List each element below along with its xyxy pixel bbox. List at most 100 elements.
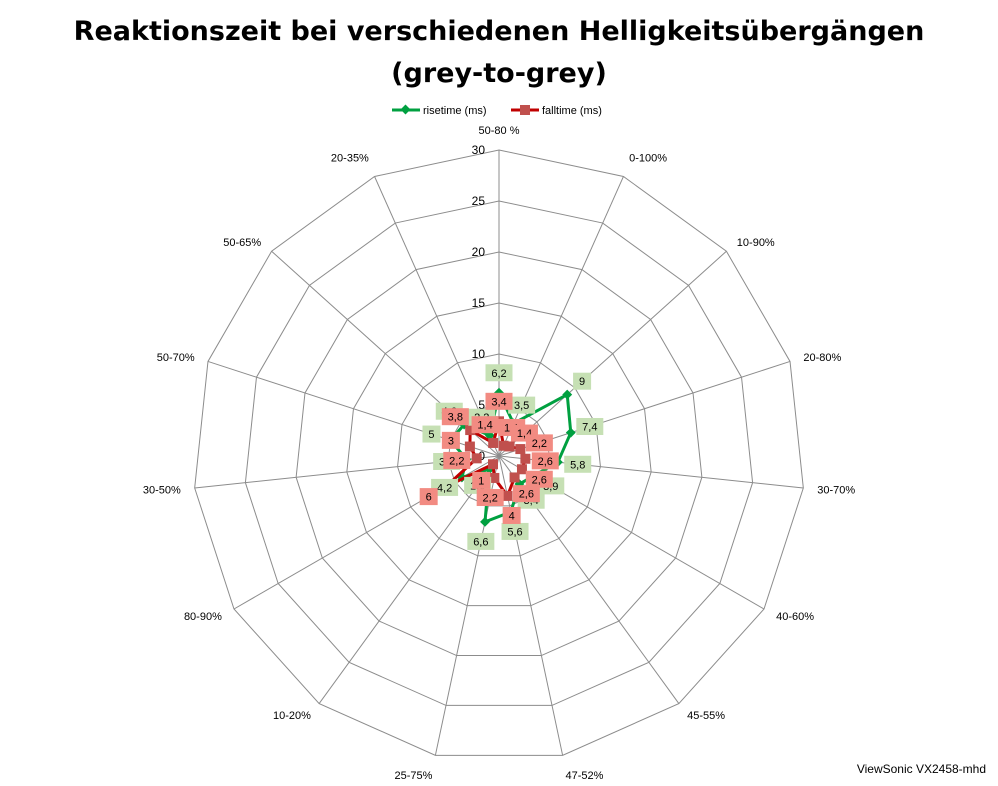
falltime-data-label: 3,8 (441, 408, 469, 426)
data-label-text: 3,8 (448, 412, 463, 424)
radial-tick-labels: 0 5 10 15 20 25 30 (472, 143, 486, 463)
data-label-bg (472, 471, 491, 489)
category-label: 20-35% (331, 153, 369, 165)
category-label: 40-60% (776, 611, 814, 623)
legend-entry-risetime: risetime (ms) (392, 104, 487, 117)
data-label-bg (471, 416, 499, 434)
falltime-data-label: 3,4 (485, 392, 513, 410)
data-label-text: 2,2 (449, 455, 464, 467)
falltime-data-label: 6 (419, 488, 438, 506)
radar-grid (194, 149, 804, 756)
grid-spoke-2 (498, 250, 727, 457)
grid-ring-1 (397, 353, 601, 557)
data-label-text: 4 (509, 510, 515, 522)
radial-tick-label: 0 (478, 449, 485, 463)
legend-entry-falltime: falltime (ms) (511, 105, 602, 117)
data-label-bg (525, 434, 553, 452)
risetime-point (565, 427, 576, 438)
data-label-text: 1 (478, 475, 484, 487)
falltime-point (516, 464, 527, 475)
falltime-data-label: 3 (441, 431, 460, 449)
radial-tick-label: 25 (472, 194, 486, 208)
data-label-text: 6,6 (473, 536, 488, 548)
data-label-bg (502, 506, 521, 524)
data-label-bg (419, 488, 438, 506)
data-label-text: 7,4 (582, 421, 597, 433)
data-label-bg (525, 470, 553, 488)
data-label-text: 9 (579, 376, 585, 388)
falltime-point (515, 444, 526, 455)
category-label: 30-70% (817, 484, 855, 496)
data-label-bg (512, 485, 540, 503)
data-label-bg (573, 372, 592, 390)
falltime-point (509, 472, 520, 483)
data-labels: 6,23,597,45,83,93,45,66,61,64,23,254,62,… (419, 364, 604, 550)
data-label-bg (564, 455, 592, 473)
category-label: 50-80 % (479, 125, 520, 137)
category-label: 0-100% (629, 153, 667, 165)
legend: risetime (ms) falltime (ms) (392, 104, 602, 117)
data-label-bg (485, 392, 513, 410)
risetime-data-label: 5,6 (501, 522, 529, 540)
legend-falltime-marker (520, 105, 530, 115)
grid-spoke-9 (318, 455, 500, 704)
falltime-data-label: 1 (472, 471, 491, 489)
legend-falltime-label: falltime (ms) (542, 105, 602, 117)
risetime-data-label: 5 (422, 425, 441, 443)
category-label: 10-20% (273, 710, 311, 722)
risetime-data-label: 7,4 (576, 417, 604, 435)
data-label-text: 6 (426, 492, 432, 504)
data-label-text: 5,6 (507, 526, 522, 538)
data-label-text: 1,4 (477, 420, 492, 432)
legend-risetime-label: risetime (ms) (423, 105, 487, 117)
data-label-text: 5,8 (570, 459, 585, 471)
falltime-point (504, 441, 515, 452)
category-label: 80-90% (184, 611, 222, 623)
falltime-point (520, 453, 531, 464)
risetime-point (480, 516, 490, 527)
data-label-bg (485, 364, 513, 382)
category-label: 45-55% (687, 710, 725, 722)
data-label-bg (441, 408, 469, 426)
falltime-point (488, 437, 499, 448)
data-label-text: 5 (428, 429, 434, 441)
chart-title-line1: Reaktionszeit bei verschiedenen Helligke… (74, 16, 925, 47)
data-label-bg (576, 417, 604, 435)
data-label-bg (476, 489, 504, 507)
data-label-bg (431, 478, 459, 496)
risetime-point (562, 389, 573, 400)
risetime-data-label: 6,6 (467, 532, 495, 550)
series-line-1 (444, 419, 527, 498)
data-label-bg (508, 396, 536, 414)
data-label-text: 6,2 (491, 368, 506, 380)
data-label-text: 2,2 (483, 493, 498, 505)
risetime-data-label: 9 (573, 372, 592, 390)
falltime-point (464, 441, 475, 452)
data-label-text: 3,5 (514, 400, 529, 412)
data-label-bg (467, 532, 495, 550)
falltime-point (502, 490, 513, 501)
category-label: 50-65% (223, 237, 261, 249)
risetime-data-label: 5,8 (564, 455, 592, 473)
data-label-text: 4,2 (437, 482, 452, 494)
category-label: 25-75% (395, 770, 433, 782)
category-labels: 50-80 % 0-100% 10-90% 20-80% 30-70% 40-60% 45-… (143, 125, 856, 782)
legend-risetime-marker (400, 104, 411, 115)
grid-ring-3 (295, 251, 703, 657)
falltime-point (498, 440, 509, 451)
risetime-data-label: 3,5 (508, 396, 536, 414)
chart-title-line2: (grey-to-grey) (391, 58, 607, 89)
category-label: 50-70% (157, 352, 195, 364)
data-label-text: 3 (448, 435, 454, 447)
category-label: 30-50% (143, 484, 181, 496)
footer-credit: ViewSonic VX2458-mhd (857, 762, 986, 776)
risetime-data-label: 4,2 (431, 478, 459, 496)
grid-ring-2 (346, 302, 652, 607)
category-label: 47-52% (566, 770, 604, 782)
data-label-bg (531, 452, 559, 470)
data-label-bg (422, 425, 441, 443)
data-label-text: 2,2 (532, 438, 547, 450)
falltime-data-label: 2,2 (525, 434, 553, 452)
category-label: 10-90% (737, 237, 775, 249)
